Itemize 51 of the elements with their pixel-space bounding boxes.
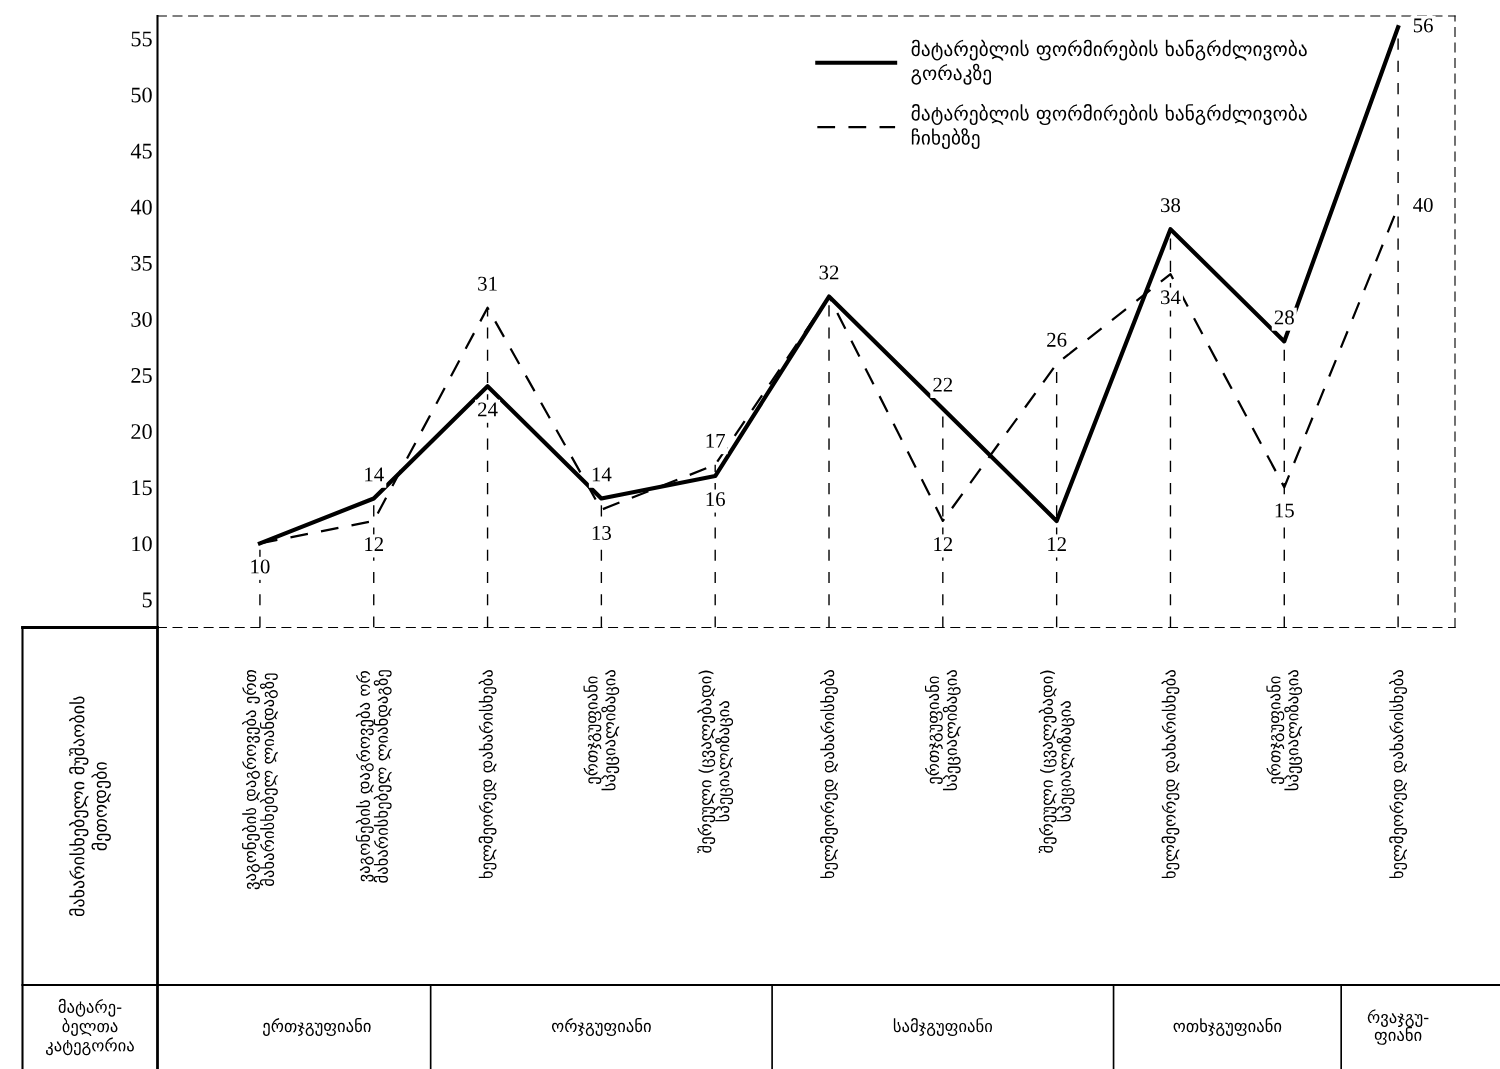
- x-tick-label: ერთჯგუფიანი სპეციალიზაცია: [924, 669, 961, 791]
- x-tick-label: ვაგონების დაგროვება ერთ მახარისხებელ ლიანდაგზე: [242, 669, 278, 890]
- x-tick-label: შერეული (ცვალებადი) სპეციალიზაცია: [697, 670, 734, 853]
- data-label: 17: [706, 433, 726, 448]
- data-label: 34: [1161, 290, 1181, 305]
- data-label: 14: [365, 467, 384, 482]
- x-tick-label: ხელმეორედ დახარისხება: [820, 669, 838, 879]
- y-tick-label: 5: [142, 592, 152, 608]
- data-label: 31: [478, 276, 497, 291]
- text: ოთხჯგუფიანი: [1173, 1018, 1282, 1036]
- y-tick-label: 40: [130, 199, 152, 215]
- text: მატარე- ბელთა კატეგორია: [45, 998, 134, 1056]
- x-tick-label: ვაგონების დაგროვება ორ მახარისხებელ ლიანდაგზე: [355, 670, 392, 883]
- x-tick-label: ერთჯგუფიანი სპეციალიზაცია: [1266, 669, 1303, 791]
- data-label: 12: [1048, 537, 1066, 551]
- data-label: 28: [1274, 310, 1294, 325]
- x-tick-label: ხელმეორედ დახარისხება: [1161, 669, 1180, 879]
- y-tick-label: 50: [131, 87, 152, 103]
- y-tick-label: 10: [132, 536, 152, 552]
- data-label: 15: [1275, 503, 1294, 518]
- x-tick-label: ერთჯგუფიანი სპეციალიზაცია: [583, 669, 620, 791]
- data-label: 40: [1413, 197, 1433, 212]
- legend-label: მატარებლის ფორმირების ხანგრძლივობა გორაკზე: [911, 39, 1307, 85]
- data-label: 32: [819, 265, 839, 280]
- data-label: 22: [933, 377, 953, 392]
- x-tick-label: ხელმეორედ დახარისხება: [478, 669, 497, 879]
- text: რვაჯგუ- ფიანი: [1367, 1009, 1429, 1045]
- legend-label: მატარებლის ფორმირების ხანგრძლივობა ჩიხებზე: [911, 104, 1307, 150]
- y-tick-label: 55: [131, 31, 152, 47]
- data-label: 14: [592, 467, 612, 482]
- x-tick-label: ხელმეორედ დახარისხება: [1389, 669, 1408, 879]
- data-label: 13: [592, 525, 611, 540]
- data-label: 12: [365, 537, 384, 551]
- y-tick-label: 30: [131, 311, 152, 327]
- data-label: 26: [1047, 332, 1067, 347]
- y-tick-label: 15: [132, 480, 152, 496]
- x-tick-label: შერეული (ცვალებადი) სპეციალიზაცია: [1038, 670, 1075, 853]
- y-tick-label: 35: [131, 255, 152, 271]
- text: ერთჯგუფიანი: [263, 1018, 371, 1036]
- data-label: 24: [478, 402, 498, 417]
- text: ორჯგუფიანი: [551, 1018, 651, 1036]
- text: მახარისხებელი მუშაობის მეთოდები: [69, 696, 111, 917]
- data-label: 10: [251, 559, 270, 574]
- y-tick-label: 20: [131, 424, 152, 440]
- data-label: 16: [706, 492, 725, 507]
- data-label: 12: [934, 537, 953, 551]
- text: სამჯგუფიანი: [893, 1018, 993, 1036]
- y-tick-label: 45: [130, 143, 152, 159]
- data-label: 56: [1413, 18, 1433, 33]
- y-tick-label: 25: [131, 368, 152, 383]
- data-label: 38: [1161, 198, 1181, 213]
